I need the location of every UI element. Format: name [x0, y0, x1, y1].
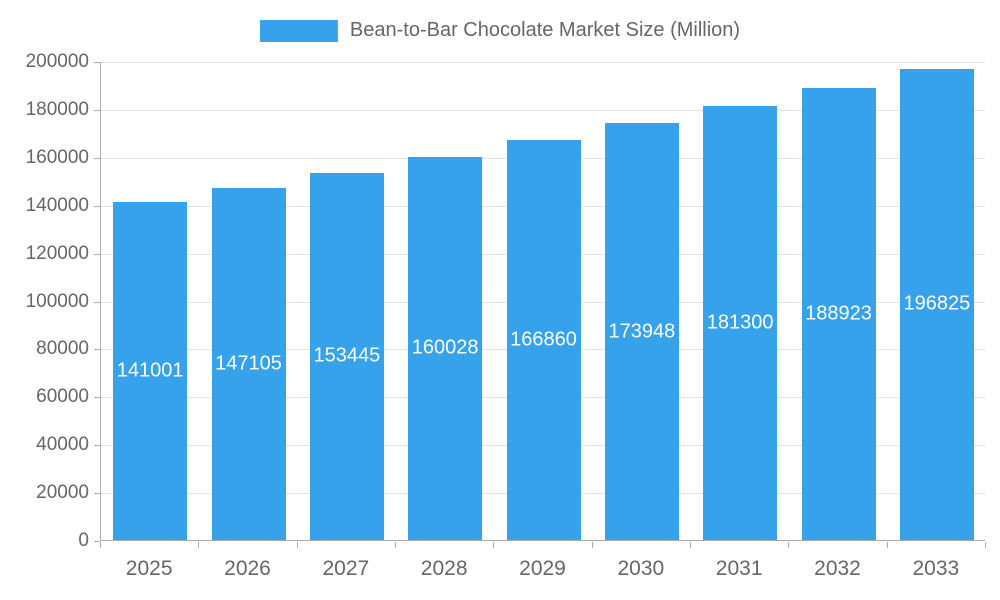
y-tick-label: 0 — [78, 530, 89, 551]
plot-area: 141001 147105 153445 160028 166860 173948 1813… — [100, 62, 985, 541]
legend-swatch-icon — [259, 19, 338, 42]
bar-value-label: 196825 — [903, 292, 971, 315]
x-tick-label: 2025 — [125, 557, 173, 580]
bar-value-label: 160028 — [411, 336, 479, 359]
x-axis-tick — [985, 542, 986, 548]
y-tick-label: 40000 — [36, 434, 89, 456]
y-tick-label: 60000 — [36, 386, 89, 408]
x-tick-label: 2032 — [814, 557, 861, 580]
bar-value-label: 141001 — [116, 359, 184, 382]
y-axis-tick — [94, 445, 100, 447]
bar-2032[interactable]: 188923 — [801, 87, 876, 540]
bar-2028[interactable]: 160028 — [408, 156, 483, 540]
y-tick-label: 160000 — [25, 146, 89, 168]
bar-2027[interactable]: 153445 — [309, 172, 384, 540]
x-axis-tick — [788, 542, 790, 548]
y-axis-tick — [94, 253, 100, 255]
bar-value-label: 166860 — [510, 328, 577, 351]
bar-2031[interactable]: 181300 — [703, 105, 778, 540]
x-axis-tick — [100, 542, 101, 548]
x-axis-tick — [395, 542, 396, 548]
bar-value-label: 153445 — [313, 344, 381, 367]
y-axis-tick — [94, 205, 100, 207]
y-axis-tick — [94, 349, 100, 351]
y-tick-label: 180000 — [25, 98, 89, 120]
gridline — [101, 62, 985, 63]
chart-legend[interactable]: Bean-to-Bar Chocolate Market Size (Milli… — [259, 19, 741, 42]
y-axis-tick — [94, 157, 100, 159]
bar-2033[interactable]: 196825 — [899, 68, 974, 540]
x-axis-tick — [296, 542, 298, 548]
x-axis-tick — [198, 542, 200, 548]
x-tick-label: 2030 — [617, 557, 665, 580]
y-tick-label: 200000 — [25, 51, 89, 72]
y-tick-label: 120000 — [25, 242, 89, 264]
bar-value-label: 173948 — [608, 320, 676, 343]
bar-value-label: 147105 — [215, 352, 282, 375]
y-axis-tick — [94, 301, 100, 303]
x-tick-label: 2033 — [912, 557, 960, 580]
x-tick-label: 2026 — [224, 557, 271, 580]
x-tick-label: 2029 — [519, 557, 566, 580]
x-tick-label: 2031 — [715, 557, 763, 580]
y-axis-tick — [94, 62, 100, 63]
bar-2030[interactable]: 173948 — [604, 123, 679, 540]
bar-2025[interactable]: 141001 — [113, 202, 188, 540]
y-axis-tick — [94, 493, 100, 495]
x-axis-tick — [591, 542, 593, 548]
y-tick-label: 140000 — [25, 194, 89, 216]
y-axis-tick — [94, 541, 100, 542]
y-axis-tick — [94, 397, 100, 399]
x-axis-tick — [493, 542, 495, 548]
y-axis-tick — [94, 109, 100, 111]
bar-2026[interactable]: 147105 — [211, 187, 286, 540]
y-tick-label: 80000 — [36, 338, 89, 360]
bar-2029[interactable]: 166860 — [506, 140, 581, 540]
bar-value-label: 188923 — [805, 302, 872, 325]
chart-title: Bean-to-Bar Chocolate Market Size (Milli… — [349, 19, 741, 41]
x-axis-tick — [886, 542, 888, 548]
x-tick-label: 2027 — [322, 557, 370, 580]
y-tick-label: 100000 — [25, 290, 89, 312]
x-axis-tick — [690, 542, 691, 548]
x-tick-label: 2028 — [420, 557, 468, 580]
gridline — [101, 109, 985, 111]
bar-value-label: 181300 — [706, 311, 774, 334]
y-tick-label: 20000 — [36, 482, 89, 504]
